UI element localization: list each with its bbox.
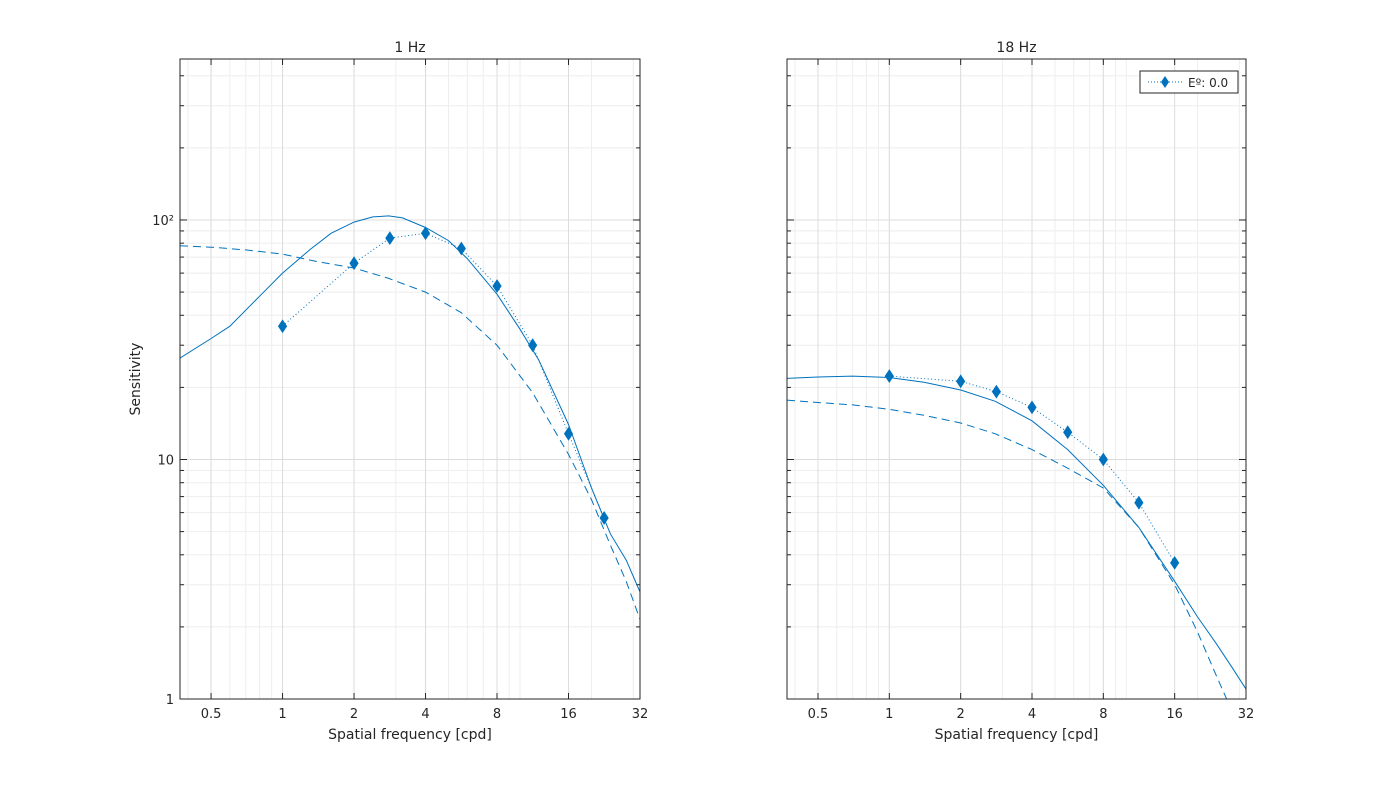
x-tick-label: 1 xyxy=(278,707,286,722)
model-curve-solid xyxy=(180,215,640,593)
legend[interactable]: Eº: 0.0 xyxy=(1139,70,1239,94)
series-group xyxy=(787,369,1246,699)
data-point-diamond xyxy=(1134,495,1144,510)
data-point-diamond xyxy=(456,241,466,256)
x-tick-label: 8 xyxy=(493,707,501,722)
x-tick-label: 2 xyxy=(350,707,358,722)
axes-title: 1 Hz xyxy=(394,40,425,56)
x-tick-label: 32 xyxy=(1238,707,1255,722)
data-point-diamond xyxy=(385,231,395,246)
x-tick-label: 0.5 xyxy=(201,707,222,722)
x-tick-label: 4 xyxy=(1028,707,1036,722)
x-tick-label: 4 xyxy=(421,707,429,722)
axes-title: 18 Hz xyxy=(996,40,1036,56)
data-point-diamond xyxy=(884,369,894,383)
y-tick-label: 10 xyxy=(157,453,174,468)
legend-box xyxy=(1139,70,1239,94)
legend-entry-label: Eº: 0.0 xyxy=(1188,76,1228,90)
y-axis-label: Sensitivity xyxy=(128,343,144,416)
series-group xyxy=(180,215,640,620)
x-tick-label: 16 xyxy=(560,707,577,722)
data-point-diamond xyxy=(528,338,538,353)
model-curve-solid xyxy=(787,375,1246,690)
data-point-diamond xyxy=(1098,452,1108,467)
x-tick-label: 8 xyxy=(1099,707,1107,722)
data-point-diamond xyxy=(420,226,431,241)
model-curve-dashed xyxy=(787,399,1228,699)
axes-box xyxy=(786,58,1247,700)
data-point-diamond xyxy=(1063,425,1073,440)
data-point-diamond xyxy=(956,374,966,389)
axes-left: 0.5 1 2 4 8 16 32 1 10 10² 1 Hz Spatial frequency… xyxy=(128,40,648,743)
y-tick-label: 1 xyxy=(166,693,174,708)
x-tick-label: 1 xyxy=(885,707,893,722)
x-tick-label: 2 xyxy=(957,707,965,722)
data-point-diamond xyxy=(1027,400,1037,415)
tick-labels: 0.5 1 2 4 8 16 32 xyxy=(808,707,1255,722)
x-tick-label: 32 xyxy=(632,707,649,722)
data-point-diamond xyxy=(1170,556,1180,570)
data-point-diamond xyxy=(599,511,609,525)
data-point-diamond xyxy=(349,256,359,271)
model-curve-dashed xyxy=(180,245,640,620)
data-point-diamond xyxy=(277,319,288,334)
plot-area xyxy=(787,375,1246,699)
data-point-diamond xyxy=(991,384,1001,399)
axes-box xyxy=(179,58,641,700)
x-tick-label: 16 xyxy=(1166,707,1183,722)
y-tick-label: 10² xyxy=(152,214,174,229)
data-series-dotted-line xyxy=(889,375,1176,564)
axes-right: 0.5 1 2 4 8 16 32 18 Hz Spatial frequency [cpd… xyxy=(786,40,1255,743)
tick-labels: 0.5 1 2 4 8 16 32 1 10 10² xyxy=(152,214,648,722)
x-axis-label: Spatial frequency [cpd] xyxy=(328,727,492,743)
data-point-diamond xyxy=(563,426,574,441)
x-axis-label: Spatial frequency [cpd] xyxy=(935,727,1099,743)
data-point-diamond xyxy=(492,279,502,293)
axis-ticks xyxy=(787,59,1247,700)
legend-diamond-marker xyxy=(1161,76,1169,88)
x-tick-label: 0.5 xyxy=(808,707,829,722)
